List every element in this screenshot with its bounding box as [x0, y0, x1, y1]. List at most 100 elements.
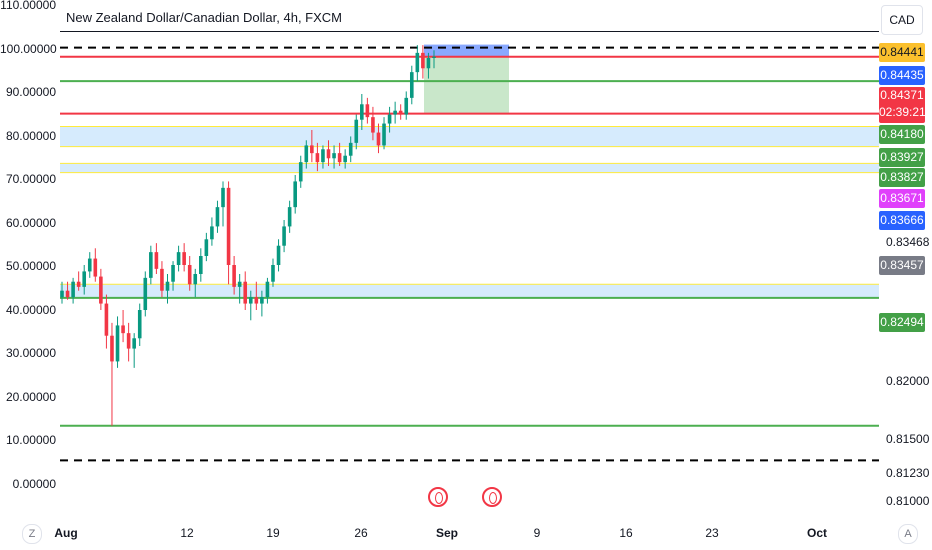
time-axis-tick: 16: [619, 526, 633, 540]
candle-body: [265, 281, 270, 298]
price-label: 0.84441: [879, 43, 925, 62]
candle-body: [160, 268, 164, 291]
candle-body: [421, 52, 425, 69]
candle-body: [121, 325, 125, 334]
left-scale-tick: 20.00000: [5, 389, 56, 404]
support-zone: [60, 126, 879, 147]
candle-body: [343, 155, 347, 163]
price-label: 0.84435: [879, 66, 925, 85]
left-scale-tick: 0.00000: [12, 476, 56, 491]
candle-body: [182, 252, 186, 265]
currency-button[interactable]: CAD: [881, 5, 923, 35]
price-label: 0.83666: [879, 211, 925, 230]
candle-body: [154, 252, 159, 269]
price-label-value: 0.84441: [880, 45, 924, 59]
candle-body: [193, 274, 198, 285]
price-axis-tick: 0.82000: [886, 374, 930, 388]
left-scale-tick: 90.00000: [5, 85, 56, 99]
candle-body: [304, 145, 309, 163]
price-label-value: 0.82494: [880, 315, 924, 329]
candle-body: [415, 52, 420, 73]
candle-body: [371, 117, 375, 133]
price-axis-tick: 0.81230: [886, 466, 930, 480]
price-axis-tick: 0.81000: [886, 494, 930, 508]
price-axis-tick: 0.81500: [886, 432, 930, 446]
candle-body: [165, 281, 170, 291]
candle-body: [126, 333, 131, 349]
candle-body: [137, 310, 142, 339]
candle-body: [293, 181, 297, 208]
time-axis-tick: Oct: [806, 526, 828, 540]
candle-body: [110, 335, 114, 362]
take-profit-zone: [424, 56, 509, 114]
candle-body: [171, 265, 175, 282]
candle-body: [432, 56, 436, 58]
candle-body: [115, 325, 120, 362]
time-axis-tick: 19: [266, 526, 280, 540]
price-label-value: 0.83671: [880, 191, 924, 205]
price-label: 0.82494: [879, 313, 925, 332]
candle-body: [204, 239, 209, 256]
price-label: 0.83671: [879, 189, 925, 208]
price-label: 0.84371 02:39:21: [879, 87, 926, 123]
candle-body: [199, 256, 203, 274]
price-label-value: 0.84180: [880, 127, 924, 141]
candle-body: [60, 290, 64, 298]
candle-body: [360, 104, 364, 120]
stop-loss-zone: [424, 44, 509, 57]
candle-body: [332, 153, 336, 159]
candle-body: [321, 149, 325, 163]
candle-body: [226, 187, 231, 265]
candle-body: [221, 187, 225, 208]
candle-body: [393, 110, 397, 115]
candle-body: [176, 252, 181, 265]
candle-body: [187, 265, 192, 285]
time-axis-tick: 12: [180, 526, 194, 540]
candle-body: [65, 290, 70, 298]
price-label: 0.84180: [879, 125, 925, 144]
candle-body: [93, 258, 98, 277]
candle-body: [254, 297, 259, 304]
time-axis-tick: Sep: [435, 526, 459, 540]
price-label: 0.83927: [879, 148, 925, 167]
left-scale-tick: 30.00000: [5, 346, 56, 360]
candle-body: [260, 297, 264, 304]
candle-body: [310, 145, 314, 154]
candle-body: [215, 207, 220, 227]
canada-flag-event-icon[interactable]: [482, 487, 502, 507]
candle-body: [398, 110, 403, 115]
left-scale-tick: 70.00000: [5, 172, 56, 186]
candle-body: [387, 114, 392, 124]
support-zone: [60, 284, 879, 298]
candle-body: [404, 97, 409, 115]
time-axis-tick: Aug: [54, 526, 78, 540]
auto-scale-button[interactable]: A: [898, 524, 918, 544]
candle-body: [326, 149, 331, 159]
price-label-value: 0.83927: [880, 150, 924, 164]
time-axis-tick: 9: [533, 526, 541, 540]
candle-body: [354, 119, 359, 143]
candle-body: [104, 303, 109, 336]
canada-flag-event-icon[interactable]: [428, 487, 448, 507]
candle-body: [315, 153, 320, 163]
candle-body: [243, 281, 248, 304]
price-label-value: 0.84371: [880, 88, 924, 102]
candle-body: [143, 277, 148, 310]
time-axis-tick: 26: [354, 526, 368, 540]
candle-body: [409, 72, 414, 98]
candle-body: [99, 276, 103, 304]
time-axis-tick: 23: [705, 526, 719, 540]
candle-body: [426, 58, 431, 69]
candle-body: [282, 226, 286, 246]
zoom-toggle-button[interactable]: Z: [22, 524, 42, 544]
candle-body: [298, 162, 303, 182]
countdown-timer: 02:39:21: [879, 105, 926, 119]
candle-body: [210, 226, 214, 240]
left-scale-tick: 50.00000: [5, 259, 56, 273]
candle-body: [76, 281, 81, 287]
candle-body: [276, 245, 281, 265]
price-label: 0.83457: [879, 256, 925, 275]
price-label-value: 0.83827: [880, 170, 924, 184]
